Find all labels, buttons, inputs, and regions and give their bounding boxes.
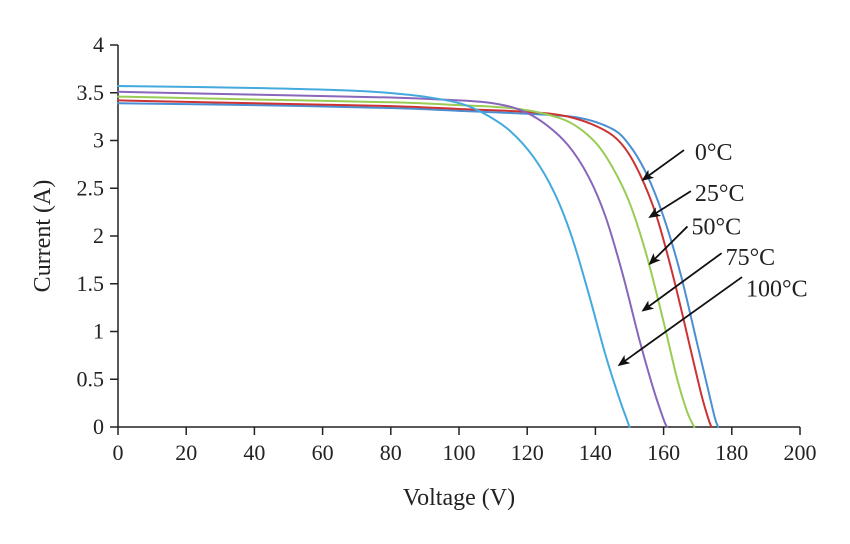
x-tick-label: 20 xyxy=(175,440,197,465)
annotations: 0°C 25°C 50°C 75°C 100°C xyxy=(617,140,808,367)
annotation-arrow xyxy=(641,252,723,312)
annotation-arrow xyxy=(648,190,692,218)
y-axis-title: Current (A) xyxy=(30,180,56,293)
annotation-arrow xyxy=(648,225,689,266)
y-tick-label: 2.5 xyxy=(77,175,105,200)
series-line-2 xyxy=(117,95,696,428)
x-axis-title: Voltage (V) xyxy=(403,485,515,511)
y-tick-label: 1.5 xyxy=(77,271,105,296)
annotation-label: 0°C xyxy=(695,140,733,166)
x-tick-label: 60 xyxy=(312,440,334,465)
series-line-4 xyxy=(117,85,631,428)
x-tick-label: 100 xyxy=(443,440,476,465)
x-tick-label: 120 xyxy=(511,440,544,465)
annotation-label: 75°C xyxy=(726,245,776,271)
annotation-arrow xyxy=(641,149,685,181)
x-tick-label: 140 xyxy=(579,440,612,465)
y-tick-label: 0.5 xyxy=(77,366,105,391)
x-tick-label: 200 xyxy=(784,440,817,465)
series-lines xyxy=(117,85,720,428)
y-tick-label: 3 xyxy=(93,128,104,153)
y-tick-label: 2 xyxy=(93,223,104,248)
annotation-label: 50°C xyxy=(691,214,741,240)
annotation-label: 100°C xyxy=(746,277,808,303)
axes: 0 20 40 60 80 100 120 140 160 180 200 0 0.5 1 1.5 2 2.5 3… xyxy=(77,32,817,465)
x-tick-label: 160 xyxy=(647,440,680,465)
x-tick-label: 0 xyxy=(113,440,124,465)
x-tick-label: 80 xyxy=(380,440,402,465)
y-tick-label: 1 xyxy=(93,319,104,344)
x-tick-label: 180 xyxy=(715,440,748,465)
y-tick-label: 4 xyxy=(93,32,104,57)
y-tick-label: 3.5 xyxy=(77,80,105,105)
series-line-0 xyxy=(117,102,720,428)
series-line-1 xyxy=(117,99,713,428)
x-tick-label: 40 xyxy=(243,440,265,465)
y-tick-label: 0 xyxy=(93,414,104,439)
annotation-arrow xyxy=(617,276,743,367)
series-line-3 xyxy=(117,90,669,428)
annotation-label: 25°C xyxy=(695,181,745,207)
